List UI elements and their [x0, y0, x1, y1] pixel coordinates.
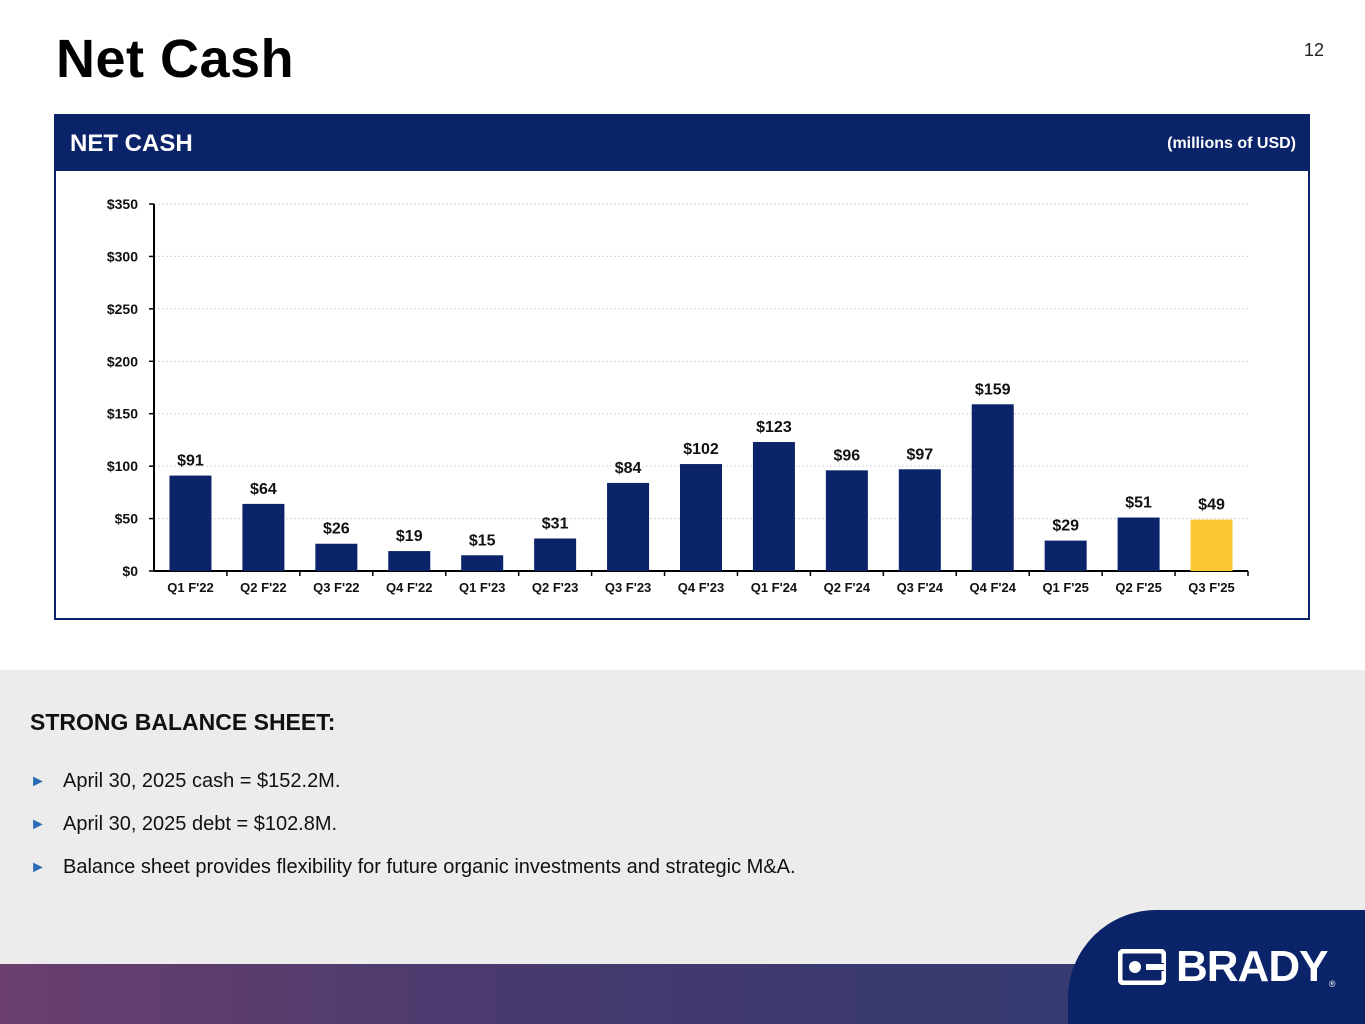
- play-arrow-icon: ►: [30, 858, 46, 876]
- y-tick-label: $300: [107, 248, 138, 264]
- y-tick-label: $350: [107, 196, 138, 212]
- x-tick-label: Q2 F'24: [824, 580, 871, 595]
- x-tick-label: Q1 F'24: [751, 580, 798, 595]
- bar: [898, 469, 941, 571]
- bullet-item: ► Balance sheet provides flexibility for…: [30, 846, 796, 889]
- bar: [315, 543, 358, 571]
- bar: [1190, 519, 1233, 571]
- x-tick-label: Q3 F'24: [897, 580, 944, 595]
- bar: [242, 503, 285, 571]
- chart-header: NET CASH (millions of USD): [56, 116, 1308, 171]
- brady-logo-mark-icon: [1118, 949, 1166, 985]
- y-tick-label: $200: [107, 353, 138, 369]
- x-tick-label: Q1 F'23: [459, 580, 505, 595]
- data-label: $31: [542, 515, 569, 532]
- y-tick-label: $0: [122, 563, 138, 579]
- bar: [169, 475, 212, 571]
- y-tick-label: $100: [107, 458, 138, 474]
- bullet-item: ► April 30, 2025 cash = $152.2M.: [30, 760, 796, 803]
- chart-header-title: NET CASH: [70, 129, 193, 157]
- bullet-text: April 30, 2025 debt = $102.8M.: [63, 813, 338, 835]
- bar: [388, 551, 431, 571]
- bullet-text: Balance sheet provides flexibility for f…: [63, 856, 796, 878]
- bar: [1044, 540, 1087, 571]
- x-tick-label: Q1 F'22: [167, 580, 213, 595]
- data-label: $123: [756, 419, 792, 436]
- data-label: $19: [396, 528, 423, 545]
- balance-sheet-heading: STRONG BALANCE SHEET:: [30, 709, 336, 735]
- chart-units-label: (millions of USD): [1167, 134, 1296, 152]
- data-label: $15: [469, 532, 496, 549]
- chart-panel: NET CASH (millions of USD) $0 $50 $100 $150…: [54, 114, 1310, 620]
- data-label: $96: [834, 447, 861, 464]
- bullet-text: April 30, 2025 cash = $152.2M.: [63, 770, 341, 792]
- bar: [971, 404, 1014, 571]
- bar: [680, 464, 722, 571]
- data-label: $49: [1198, 497, 1225, 514]
- x-tick-label: Q2 F'22: [240, 580, 286, 595]
- data-label: $159: [975, 381, 1011, 398]
- x-tick-label: Q3 F'22: [313, 580, 359, 595]
- data-label: $102: [683, 441, 719, 458]
- y-tick-label: $250: [107, 301, 138, 317]
- play-arrow-icon: ►: [30, 815, 46, 833]
- y-tick-label: $150: [107, 406, 138, 422]
- x-tick-label: Q3 F'25: [1188, 580, 1234, 595]
- bar: [534, 538, 577, 571]
- page-number: 12: [1303, 40, 1324, 60]
- bar-chart: $0 $50 $100 $150 $200 $250 $300 $350 $91 Q1 F'22 $…: [107, 196, 1249, 595]
- x-tick-label: Q1 F'25: [1042, 580, 1088, 595]
- data-label: $29: [1052, 518, 1079, 535]
- bullet-item: ► April 30, 2025 debt = $102.8M.: [30, 803, 796, 846]
- bar: [1117, 517, 1160, 571]
- data-label: $97: [906, 446, 933, 463]
- data-label: $51: [1125, 495, 1152, 512]
- bar: [607, 482, 650, 571]
- x-tick-label: Q4 F'24: [970, 580, 1017, 595]
- x-tick-label: Q2 F'23: [532, 580, 578, 595]
- page-title: Net Cash: [56, 29, 295, 89]
- data-label: $64: [250, 481, 277, 498]
- data-label: $84: [615, 460, 642, 477]
- x-tick-label: Q4 F'22: [386, 580, 432, 595]
- y-tick-label: $50: [115, 511, 139, 527]
- x-tick-label: Q2 F'25: [1115, 580, 1161, 595]
- x-tick-label: Q3 F'23: [605, 580, 651, 595]
- balance-sheet-bullets: ► April 30, 2025 cash = $152.2M. ► April…: [30, 760, 796, 889]
- data-label: $26: [323, 521, 350, 538]
- brady-logo: BRADY ®: [1118, 942, 1335, 991]
- data-label: $91: [177, 453, 204, 470]
- brady-logo-text: BRADY: [1176, 942, 1328, 991]
- play-arrow-icon: ►: [30, 772, 46, 790]
- registered-mark: ®: [1328, 979, 1336, 989]
- bar: [461, 555, 504, 571]
- bar: [825, 470, 868, 571]
- bar: [752, 442, 795, 571]
- x-tick-label: Q4 F'23: [678, 580, 724, 595]
